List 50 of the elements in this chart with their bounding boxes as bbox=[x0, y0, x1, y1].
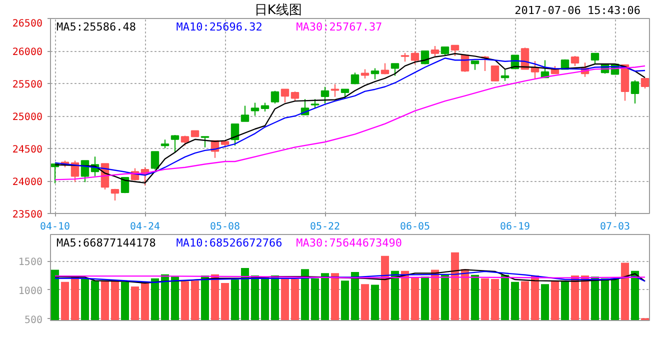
x-tick-label: 06-05 bbox=[400, 222, 430, 232]
text: 2017-07-06 15:43:06 bbox=[514, 4, 641, 17]
candlestick bbox=[290, 90, 300, 102]
x-tick-label: 06-19 bbox=[500, 222, 530, 232]
candlestick bbox=[390, 63, 400, 76]
x-tick-label: 04-24 bbox=[130, 222, 160, 232]
candlestick bbox=[370, 68, 380, 80]
candlestick bbox=[450, 44, 460, 57]
candlestick bbox=[630, 80, 640, 104]
candlestick bbox=[640, 78, 650, 90]
candlestick bbox=[200, 136, 210, 148]
candlestick bbox=[240, 105, 250, 122]
candlestick bbox=[380, 62, 390, 75]
y-tick-label: 25000 bbox=[12, 112, 43, 123]
text: MA30:75644673490 bbox=[296, 236, 402, 250]
text: MA5:25586.48 bbox=[56, 20, 136, 34]
y-tick-label: 23500 bbox=[12, 210, 43, 220]
candlestick bbox=[490, 65, 500, 82]
candlestick bbox=[360, 68, 370, 80]
y-tick-label: 26500 bbox=[12, 18, 43, 30]
y-tick-label: 500 bbox=[24, 314, 42, 326]
candlestick bbox=[250, 102, 260, 116]
candlestick bbox=[180, 135, 190, 146]
candlestick bbox=[280, 88, 290, 103]
x-tick-label: 07-03 bbox=[600, 222, 630, 232]
y-tick-label: 25500 bbox=[12, 80, 43, 90]
candlestick bbox=[150, 151, 160, 170]
text: MA10:68526672766 bbox=[176, 236, 282, 250]
y-tick-label: 24500 bbox=[12, 144, 43, 156]
x-tick-label: 05-08 bbox=[210, 222, 240, 232]
y-tick-label: 1000 bbox=[18, 286, 43, 297]
candlestick bbox=[590, 52, 600, 64]
x-tick-label: 04-10 bbox=[40, 222, 70, 232]
text: MA10:25696.32 bbox=[176, 20, 262, 34]
candlestick bbox=[230, 124, 240, 146]
candlestick bbox=[570, 56, 580, 66]
candlestick bbox=[500, 68, 510, 82]
candlestick bbox=[430, 45, 440, 57]
text: MA30:25767.37 bbox=[296, 20, 382, 34]
y-tick-label: 24000 bbox=[12, 177, 43, 188]
x-tick-label: 05-22 bbox=[310, 222, 340, 232]
candlestick bbox=[270, 90, 280, 104]
y-tick-label: 1500 bbox=[18, 257, 43, 268]
y-tick-label: 26000 bbox=[12, 47, 43, 58]
candlestick bbox=[330, 84, 340, 98]
text: MA5:66877144178 bbox=[56, 236, 156, 250]
candlestick bbox=[320, 86, 330, 104]
candlestick bbox=[410, 50, 420, 65]
candlestick bbox=[170, 134, 180, 153]
chart-title: 日K线图 bbox=[254, 2, 302, 18]
